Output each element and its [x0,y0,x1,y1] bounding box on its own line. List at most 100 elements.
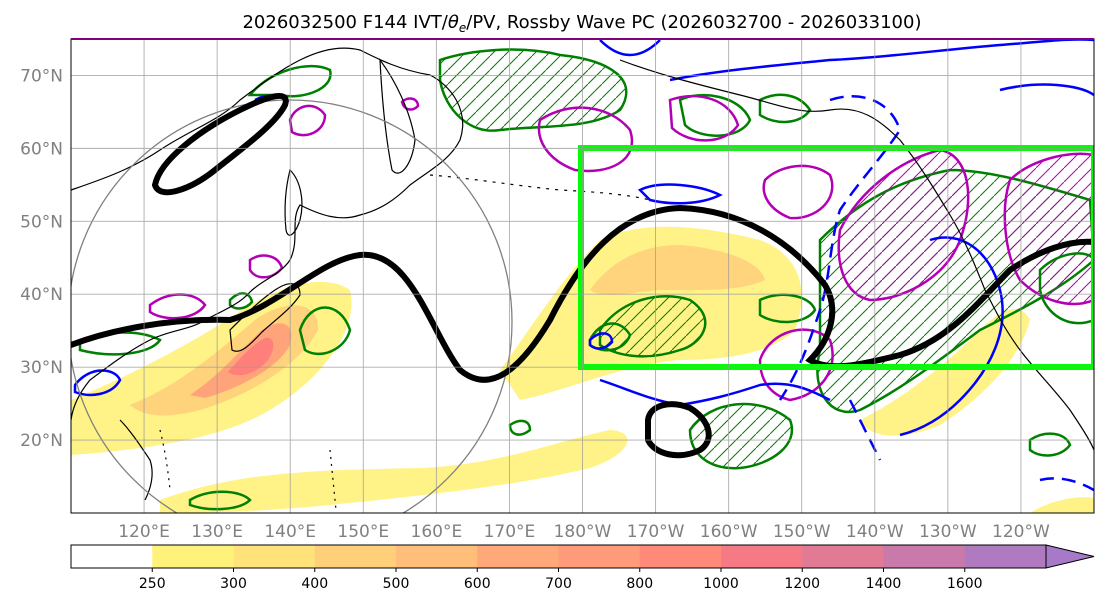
magenta-contour [248,254,284,279]
longitude-label: 170°W [627,522,685,542]
blue-contour-dashed [778,95,902,401]
blue-contour-dashed [848,399,882,461]
blue-contour [669,39,1094,82]
coastline-japan [229,283,301,352]
blue-contour [999,83,1094,97]
coastline-na-west [984,289,1094,451]
longitude-label: 170°E [484,522,536,542]
theta-e-contour [1038,252,1094,325]
ivt-band-southeast [1030,497,1094,513]
colorbar-cell [558,545,641,568]
colorbar-cell [639,545,722,568]
colorbar-label: 800 [626,576,653,592]
longitude-label: 130°W [919,522,977,542]
magenta-contour [668,95,740,142]
coastline-kamchatka [379,58,416,174]
colorbar-label: 400 [301,576,328,592]
pv-contour-north [151,92,289,196]
colorbar-cell [71,545,153,568]
blue-contour [599,39,661,57]
colorbar-label: 1200 [784,576,820,592]
longitude-label: 140°W [846,522,904,542]
pv-contour-main [71,204,1094,383]
latitude-label: 50°N [20,212,63,232]
colorbar: 250 300 400 500 600 700 800 1000 1200 1400 1600 [70,544,1095,592]
colorbar-cells [71,545,1047,568]
colorbar-labels: 250 300 400 500 600 700 800 1000 1200 1400 1600 [139,568,983,592]
magenta-contour [288,104,327,137]
theta-e-contours [78,65,1094,511]
magenta-contour [762,164,834,220]
colorbar-cell [964,545,1047,568]
theta-e-contour [1028,432,1072,457]
latitude-label: 30°N [20,358,63,378]
colorbar-label: 500 [383,576,410,592]
blue-contour [637,183,723,205]
ivt-band-central-mid [590,245,765,295]
longitude-label: 120°E [118,522,170,542]
magenta-contour [400,97,420,111]
theta-e-contour [758,293,817,324]
theta-e-contour [758,93,812,124]
blue-contour [599,378,831,407]
longitude-label: 150°E [337,522,389,542]
longitude-label: 150°W [773,522,831,542]
blue-contour [899,236,1004,437]
theta-e-contour [298,306,352,356]
theta-e-contour [188,490,252,511]
hatch-region-north [438,48,628,132]
blue-contour [588,332,614,350]
longitude-label: 180°W [554,522,612,542]
colorbar-label: 600 [464,576,491,592]
longitude-label: 120°W [992,522,1050,542]
latitude-label: 60°N [20,139,63,159]
pv-contours [71,92,1094,459]
magenta-contour [537,106,634,173]
colorbar-cell [802,545,884,568]
ivt-band-peak [228,337,274,376]
colorbar-cell [233,545,316,568]
colorbar-cell [721,545,803,568]
blue-contour [73,369,122,397]
colorbar-cell [152,545,234,568]
colorbar-label: 300 [220,576,247,592]
longitude-label: 160°E [411,522,463,542]
colorbar-cell [396,545,478,568]
blue-contours [73,39,1094,492]
latitude-label: 40°N [20,285,63,305]
theta-e-hatch [438,48,1094,470]
blue-contour-dashed [1039,477,1094,492]
map-panel: 70°N 60°N 50°N 40°N 30°N 20°N 120°E 130°E 140°E… [20,38,1095,542]
coastline-philippines [119,419,153,501]
latitude-label: 20°N [20,431,63,451]
map-title: 2026032500 F144 IVT/θe/PV, Rossby Wave P… [242,12,921,35]
colorbar-cell [314,545,397,568]
coastlines [71,47,1094,511]
colorbar-label: 1000 [703,576,739,592]
coastline-asia [71,47,464,421]
colorbar-label: 700 [545,576,572,592]
colorbar-label: 1400 [866,576,902,592]
coastline-sakhalin [284,168,303,236]
hatch-region-magenta-east [1003,152,1094,306]
latitude-label: 70°N [20,66,63,86]
longitude-label: 160°W [700,522,758,542]
ivt-band-east [860,309,1030,436]
theta-e-contour [508,419,532,436]
colorbar-cell [883,545,966,568]
longitude-label: 140°E [264,522,316,542]
graticule [71,39,1094,513]
latitude-labels: 70°N 60°N 50°N 40°N 30°N 20°N [20,66,63,451]
colorbar-label: 1600 [947,576,983,592]
ivt-band-south [160,430,628,513]
pv-contour-south [645,401,712,459]
longitude-labels: 120°E 130°E 140°E 150°E 160°E 170°E 180°W 170°W… [118,522,1050,542]
colorbar-label: 250 [139,576,166,592]
magenta-contour [148,293,207,320]
colorbar-extend-arrow [1045,544,1095,569]
coastline-alaska [619,59,986,291]
ivt-shading [71,226,1094,513]
theta-e-contour [678,93,752,137]
colorbar-cell [477,545,559,568]
